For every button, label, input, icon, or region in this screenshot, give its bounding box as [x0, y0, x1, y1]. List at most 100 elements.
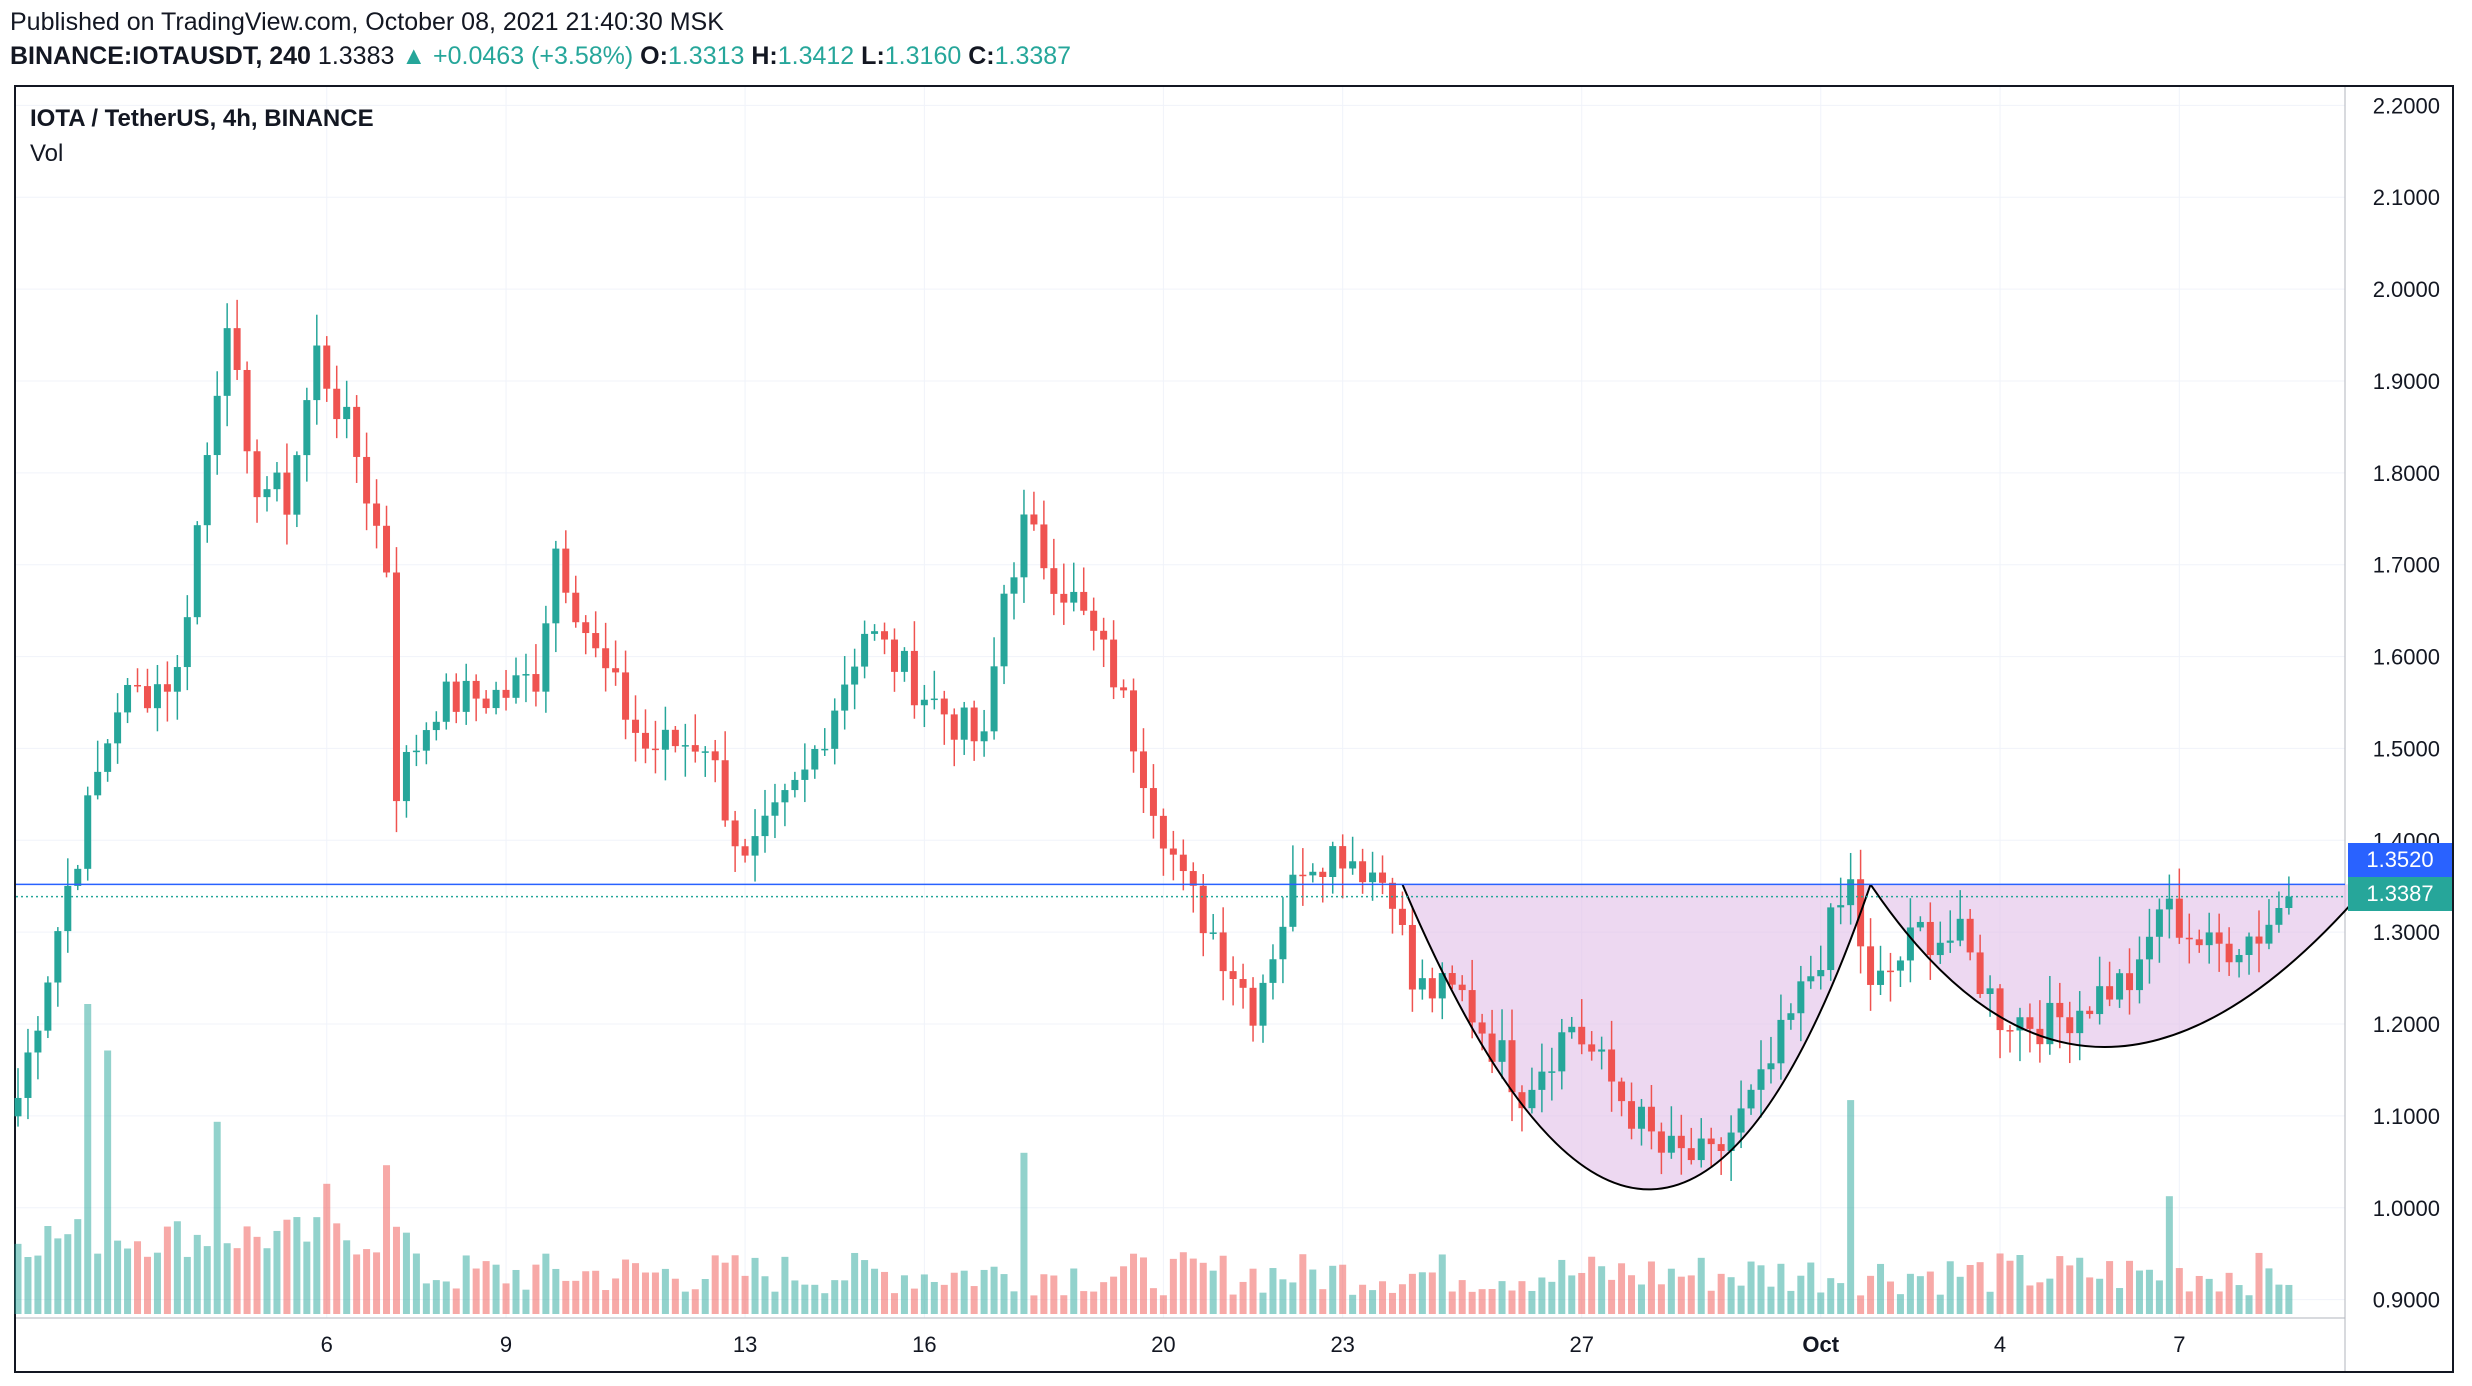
volume-bar	[1707, 1290, 1715, 1314]
volume-bar	[243, 1226, 251, 1314]
candle-body	[701, 751, 709, 753]
candle-body	[1458, 984, 1466, 991]
candle-body	[1339, 846, 1347, 869]
volume-bar	[691, 1289, 699, 1314]
volume-bar	[2106, 1261, 2114, 1314]
volume-bar	[44, 1226, 52, 1314]
volume-bar	[1548, 1281, 1556, 1314]
volume-bar	[1966, 1264, 1974, 1314]
volume-bar	[1498, 1281, 1506, 1314]
volume-bar	[1468, 1291, 1476, 1314]
volume-bar	[2215, 1291, 2223, 1314]
candle-body	[572, 592, 580, 623]
candle-body	[1926, 921, 1934, 956]
volume-bar	[2116, 1288, 2124, 1314]
candle-body	[14, 1097, 22, 1117]
volume-bar	[1159, 1295, 1167, 1314]
candle-body	[263, 489, 271, 498]
volume-bar	[2195, 1275, 2203, 1314]
candle-body	[1697, 1138, 1705, 1161]
volume-legend: Vol	[30, 140, 64, 167]
volume-bar	[1060, 1295, 1068, 1314]
volume-bar	[651, 1272, 659, 1314]
candle-body	[1618, 1081, 1626, 1102]
candle-body	[871, 631, 879, 634]
candle-body	[1438, 973, 1446, 999]
candle-body	[462, 680, 470, 712]
candle-body	[731, 820, 739, 847]
candle-body	[1149, 788, 1157, 816]
candle-body	[1169, 848, 1177, 855]
candle-body	[841, 684, 849, 711]
volume-bar	[2145, 1269, 2153, 1314]
candle-body	[2285, 896, 2293, 909]
candle-body	[930, 698, 938, 701]
volume-bar	[1209, 1270, 1217, 1314]
price-change: +0.0463 (+3.58%)	[433, 42, 634, 70]
candle-body	[1717, 1144, 1725, 1152]
candle-body	[1080, 591, 1088, 611]
volume-bar	[2235, 1285, 2243, 1314]
volume-bar	[2086, 1277, 2094, 1314]
candle-body	[1637, 1106, 1645, 1129]
candle-body	[2155, 909, 2163, 937]
volume-bar	[761, 1276, 769, 1314]
candle-body	[1408, 924, 1416, 990]
candle-body	[2165, 898, 2173, 910]
candle-body	[1110, 639, 1118, 688]
candle-body	[442, 681, 450, 722]
volume-bar	[512, 1269, 520, 1314]
volume-bar	[711, 1255, 719, 1314]
candle-body	[2066, 1017, 2074, 1034]
volume-bar	[1618, 1263, 1626, 1314]
y-tick-label: 1.3000	[2373, 920, 2440, 945]
volume-bar	[2255, 1252, 2263, 1314]
candle-body	[2225, 943, 2233, 963]
candle-body	[1159, 815, 1167, 849]
candle-body	[811, 748, 819, 770]
cup-fill	[1402, 884, 1871, 1190]
chart-frame[interactable]	[14, 85, 2454, 1373]
volume-bar	[353, 1254, 361, 1314]
candle-body	[612, 668, 620, 673]
volume-bar	[1608, 1279, 1616, 1314]
candle-body	[1896, 960, 1904, 971]
volume-bar	[1199, 1262, 1207, 1314]
volume-bar	[462, 1255, 470, 1314]
candle-body	[1468, 990, 1476, 1023]
candle-body	[2076, 1010, 2084, 1034]
volume-bar	[442, 1281, 450, 1314]
candle-body	[2265, 924, 2273, 944]
x-tick-label: 13	[733, 1332, 757, 1357]
ticker-label: BINANCE:IOTAUSDT, 240	[10, 42, 311, 70]
volume-bar	[84, 1004, 92, 1314]
volume-bar	[1817, 1292, 1825, 1314]
volume-bar	[841, 1280, 849, 1314]
volume-bar	[223, 1243, 231, 1314]
candle-body	[303, 400, 311, 456]
candle-body	[990, 666, 998, 732]
candle-body	[1030, 514, 1038, 525]
candle-body	[2126, 973, 2134, 991]
volume-bar	[592, 1270, 600, 1314]
volume-bar	[1349, 1294, 1357, 1314]
y-tick-label: 2.1000	[2373, 185, 2440, 210]
candle-body	[1189, 871, 1197, 886]
candle-body	[1966, 918, 1974, 953]
candle-body	[1667, 1135, 1675, 1153]
candle-body	[920, 699, 928, 706]
candle-body	[1956, 918, 1964, 941]
volume-bar	[1837, 1283, 1845, 1314]
candle-body	[173, 667, 181, 692]
up-arrow-icon: ▲	[401, 42, 427, 70]
candle-body	[651, 748, 659, 751]
candle-body	[1060, 593, 1068, 603]
candle-body	[1787, 1013, 1795, 1020]
volume-bar	[990, 1266, 998, 1314]
candle-body	[602, 648, 610, 669]
high-value: 1.3412	[777, 42, 855, 70]
volume-bar	[900, 1275, 908, 1314]
volume-bar	[1020, 1152, 1028, 1314]
candle-body	[2175, 898, 2183, 938]
